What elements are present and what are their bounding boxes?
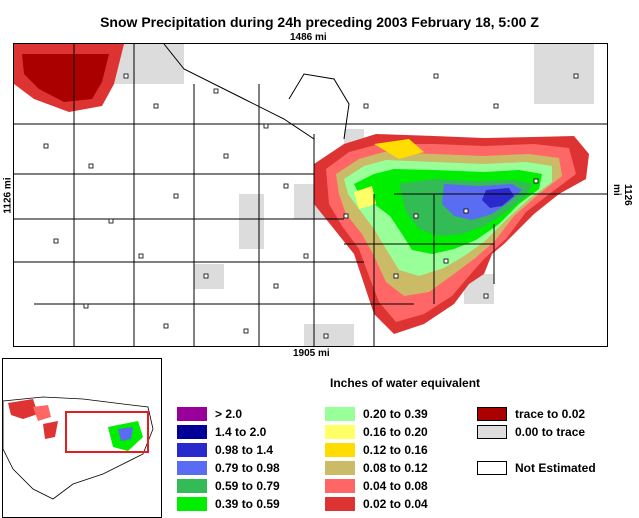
legend-label: trace to 0.02: [515, 407, 586, 421]
legend-swatch: [177, 497, 207, 511]
legend-swatch: [177, 425, 207, 439]
legend-title: Inches of water equivalent: [330, 376, 481, 390]
legend-item: trace to 0.02: [477, 405, 596, 423]
legend-label: 0.00 to trace: [515, 425, 586, 439]
legend-label: 0.08 to 0.12: [363, 461, 428, 475]
legend-label: > 2.0: [215, 407, 243, 421]
snow-area-northwest: [14, 44, 124, 112]
legend-item: 0.08 to 0.12: [325, 459, 428, 477]
legend-spacer: [477, 441, 596, 459]
legend-label: 0.59 to 0.79: [215, 479, 280, 493]
legend-swatch: [477, 407, 507, 421]
legend-item: 0.20 to 0.39: [325, 405, 428, 423]
legend-column-3: trace to 0.02 0.00 to trace Not Estimate…: [477, 405, 596, 477]
legend-item: Not Estimated: [477, 459, 596, 477]
legend-column-2: 0.20 to 0.39 0.16 to 0.20 0.12 to 0.16 0…: [325, 405, 428, 513]
legend-label: Not Estimated: [515, 461, 596, 475]
legend-item: 0.00 to trace: [477, 423, 596, 441]
legend-swatch: [177, 443, 207, 457]
station-markers: [43, 73, 579, 339]
legend-label: 0.39 to 0.59: [215, 497, 280, 511]
state-borders: [14, 44, 607, 346]
legend-item: 0.39 to 0.59: [177, 495, 305, 513]
legend-swatch: [325, 479, 355, 493]
main-map: [13, 43, 608, 347]
legend-item: 0.98 to 1.4: [177, 441, 305, 459]
trace-areas: [94, 44, 594, 346]
legend-item: 0.12 to 0.16: [325, 441, 428, 459]
distance-top-label: 1486 mi: [290, 32, 327, 43]
legend-label: 0.02 to 0.04: [363, 497, 428, 511]
legend-swatch: [477, 425, 507, 439]
inset-map-svg: [3, 396, 154, 500]
map-title: Snow Precipitation during 24h preceding …: [100, 14, 539, 30]
distance-left-label: 1126 mi: [2, 177, 14, 214]
legend-label: 0.12 to 0.16: [363, 443, 428, 457]
legend-item: 0.59 to 0.79: [177, 477, 305, 495]
legend-swatch: [325, 497, 355, 511]
legend-swatch: [177, 479, 207, 493]
distance-bottom-label: 1905 mi: [293, 348, 330, 359]
legend-label: 0.98 to 1.4: [215, 443, 274, 457]
legend-swatch: [325, 425, 355, 439]
main-map-svg: [14, 44, 607, 346]
legend-swatch: [325, 443, 355, 457]
legend-label: 0.79 to 0.98: [215, 461, 280, 475]
legend-swatch: [325, 461, 355, 475]
legend-swatch: [177, 407, 207, 421]
legend-label: 0.20 to 0.39: [363, 407, 428, 421]
legend-item: 1.4 to 2.0: [177, 423, 305, 441]
legend-item: 0.04 to 0.08: [325, 477, 428, 495]
legend-label: 0.16 to 0.20: [363, 425, 428, 439]
snow-area-east: [314, 134, 589, 334]
overview-inset-map: [2, 358, 162, 518]
legend-label: 0.04 to 0.08: [363, 479, 428, 493]
legend-item: 0.79 to 0.98: [177, 459, 305, 477]
legend-item: > 2.0: [177, 405, 305, 423]
legend-column-1: > 2.0 1.4 to 2.0 0.98 to 1.4 0.79 to 0.9…: [177, 405, 305, 513]
legend-item: 0.02 to 0.04: [325, 495, 428, 513]
legend-item: 0.16 to 0.20: [325, 423, 428, 441]
legend-label: 1.4 to 2.0: [215, 425, 267, 439]
legend-swatch: [325, 407, 355, 421]
distance-right-label: 1126 mi: [611, 184, 633, 206]
legend-swatch: [177, 461, 207, 475]
legend-swatch: [477, 461, 507, 475]
